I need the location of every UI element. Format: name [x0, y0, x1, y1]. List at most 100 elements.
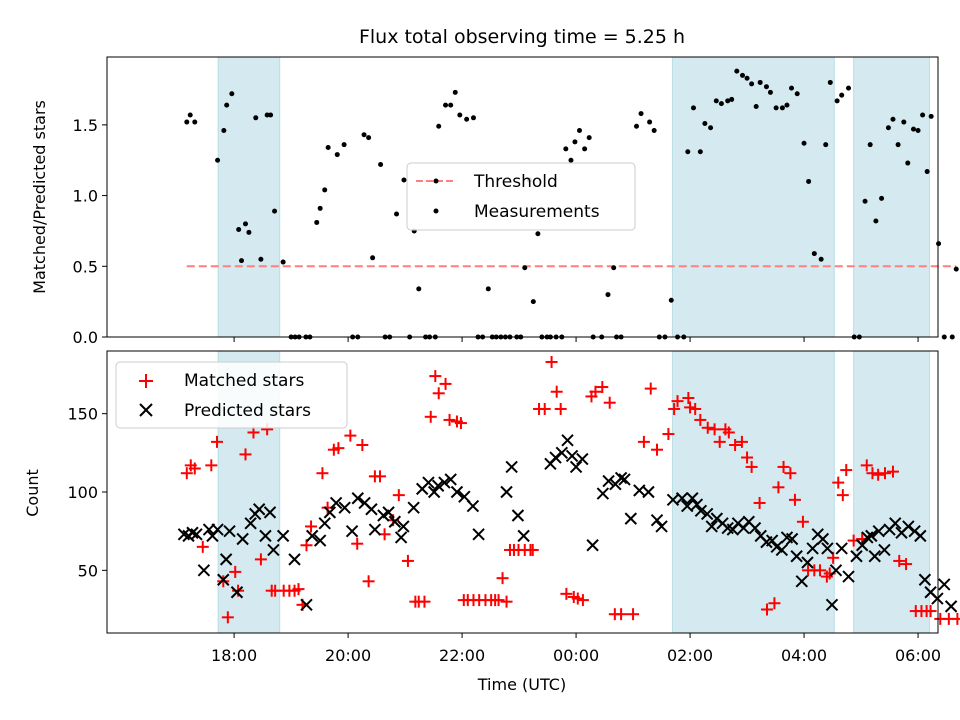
predicted-star-point — [329, 496, 343, 510]
predicted-star-point — [219, 553, 233, 566]
measurement-point — [708, 125, 714, 131]
measurement-point — [224, 102, 230, 108]
measurement-point — [253, 115, 259, 121]
observing-window — [853, 350, 930, 634]
x-tick-label: 06:00 — [895, 646, 941, 665]
matched-star-point — [777, 460, 790, 473]
predicted-star-point — [889, 517, 902, 530]
y-tick-label: 1.5 — [73, 116, 98, 135]
predicted-star-point — [790, 550, 803, 563]
predicted-star-point — [765, 534, 779, 547]
observing-window — [671, 350, 835, 634]
matched-star-point — [836, 489, 849, 502]
measurement-point — [779, 105, 785, 111]
predicted-star-point — [938, 578, 951, 591]
predicted-star-point — [305, 529, 319, 543]
top-x-ticks — [233, 337, 919, 342]
measurement-point — [784, 102, 790, 108]
predicted-star-point — [872, 524, 885, 538]
measurement-point — [915, 128, 921, 134]
measurement-point — [789, 85, 795, 91]
matched-star-point — [424, 410, 437, 423]
measurement-point — [452, 89, 458, 95]
matched-star-point — [439, 377, 452, 390]
predicted-star-point — [236, 532, 249, 546]
matched-star-point — [753, 496, 766, 509]
matched-star-point — [538, 402, 551, 415]
matched-star-point — [196, 540, 209, 553]
measurement-point — [638, 111, 644, 117]
measurement-point — [749, 81, 755, 87]
predicted-star-point — [338, 501, 351, 514]
measurement-point — [334, 152, 340, 158]
predicted-star-point — [263, 506, 277, 519]
predicted-star-point — [614, 471, 628, 485]
legend-measurements-swatch — [433, 208, 439, 214]
matched-star-point — [526, 543, 539, 556]
predicted-star-point — [596, 487, 610, 500]
matched-star-point — [878, 467, 891, 480]
predicted-star-point — [902, 520, 915, 533]
predicted-star-point — [690, 498, 704, 511]
measurement-point — [806, 178, 812, 184]
matched-star-point — [292, 583, 305, 596]
measurement-point — [563, 146, 569, 152]
measurement-point — [651, 128, 657, 134]
matched-star-point — [239, 448, 252, 461]
measurement-point — [941, 334, 947, 340]
matched-star-point — [900, 558, 913, 571]
measurement-point — [576, 128, 582, 134]
top-y-axis-label: Matched/Predicted stars — [30, 100, 49, 294]
matched-star-point — [351, 537, 364, 550]
measurement-point — [370, 255, 376, 261]
predicted-star-point — [345, 524, 359, 538]
matched-star-point — [872, 468, 885, 481]
matched-star-point — [603, 396, 616, 409]
predicted-star-point — [650, 513, 664, 527]
matched-star-point — [668, 402, 681, 415]
matched-star-point — [300, 539, 313, 552]
matched-star-point — [768, 597, 781, 610]
predicted-star-point — [785, 532, 799, 546]
predicted-star-point — [586, 539, 599, 552]
measurement-point — [361, 132, 367, 138]
measurement-point — [890, 116, 896, 122]
predicted-star-point — [351, 492, 364, 505]
measurement-point — [341, 142, 347, 148]
measurement-point — [885, 125, 891, 131]
matched-star-point — [827, 551, 840, 564]
legend-matched-label: Matched stars — [184, 371, 304, 391]
measurement-point — [416, 286, 422, 292]
predicted-star-point — [748, 521, 762, 535]
bottom-shaded-windows — [217, 350, 930, 634]
measurement-point — [611, 265, 617, 271]
predicted-star-point — [642, 485, 655, 499]
measurement-points — [184, 68, 959, 340]
matched-star-point — [305, 520, 318, 533]
predicted-star-point — [323, 506, 337, 519]
predicted-star-point — [472, 528, 485, 541]
legend-predicted-swatch — [139, 403, 153, 417]
measurement-point — [586, 135, 592, 141]
predicted-star-point — [500, 485, 513, 499]
matched-star-point — [496, 572, 509, 585]
measurement-point — [801, 140, 807, 146]
matched-star-point — [722, 426, 735, 439]
measurement-point — [827, 79, 833, 85]
predicted-star-point — [825, 598, 839, 612]
measurement-point — [633, 123, 639, 129]
predicted-star-point — [549, 451, 562, 464]
matched-star-point — [545, 355, 558, 368]
matched-stars-points — [180, 355, 960, 625]
measurement-point — [668, 297, 674, 303]
measurement-point — [713, 98, 719, 104]
predicted-star-point — [850, 550, 863, 563]
predicted-star-point — [700, 507, 714, 521]
y-tick-label: 100 — [67, 483, 98, 502]
x-tick-label: 02:00 — [667, 646, 713, 665]
predicted-star-point — [681, 499, 694, 513]
predicted-star-point — [313, 534, 327, 547]
matched-star-point — [550, 385, 563, 398]
predicted-star-point — [816, 532, 830, 546]
measurement-point — [268, 112, 274, 118]
